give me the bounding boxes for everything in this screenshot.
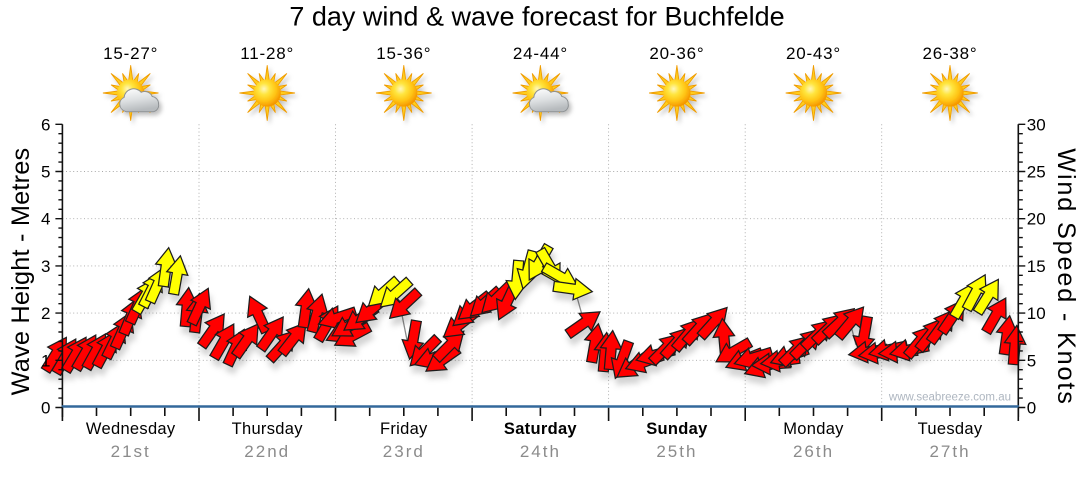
svg-text:Saturday: Saturday	[504, 420, 578, 438]
svg-text:24th: 24th	[520, 442, 561, 461]
svg-text:15: 15	[1027, 257, 1046, 276]
svg-text:26-38°: 26-38°	[922, 44, 977, 63]
svg-text:20-36°: 20-36°	[649, 44, 704, 63]
svg-text:5: 5	[41, 163, 50, 182]
svg-text:24-44°: 24-44°	[513, 44, 568, 63]
svg-text:Wave Height - Metres: Wave Height - Metres	[7, 148, 35, 396]
svg-text:10: 10	[1027, 304, 1046, 323]
svg-text:5: 5	[1027, 351, 1036, 370]
svg-text:Thursday: Thursday	[232, 420, 304, 438]
svg-text:27th: 27th	[929, 442, 970, 461]
svg-text:6: 6	[41, 115, 50, 134]
svg-text:Monday: Monday	[783, 420, 844, 438]
svg-text:Tuesday: Tuesday	[918, 420, 983, 438]
svg-text:2: 2	[41, 304, 50, 323]
svg-text:Friday: Friday	[380, 420, 428, 438]
svg-text:20-43°: 20-43°	[786, 44, 841, 63]
svg-text:23rd: 23rd	[383, 442, 425, 461]
svg-text:7 day wind & wave forecast for: 7 day wind & wave forecast for Buchfelde	[289, 2, 784, 32]
svg-text:26th: 26th	[793, 442, 834, 461]
svg-text:15-27°: 15-27°	[103, 44, 158, 63]
svg-text:www.seabreeze.com.au: www.seabreeze.com.au	[888, 392, 1011, 404]
svg-text:0: 0	[1027, 399, 1036, 418]
svg-text:30: 30	[1027, 115, 1046, 134]
svg-text:25: 25	[1027, 163, 1046, 182]
svg-text:Sunday: Sunday	[646, 420, 708, 438]
svg-text:Wednesday: Wednesday	[86, 420, 176, 438]
svg-text:Wind Speed - Knots: Wind Speed - Knots	[1052, 148, 1080, 405]
svg-text:21st: 21st	[111, 442, 151, 461]
svg-text:25th: 25th	[656, 442, 697, 461]
svg-text:4: 4	[41, 210, 50, 229]
svg-text:1: 1	[41, 351, 50, 370]
svg-text:11-28°: 11-28°	[240, 44, 294, 63]
svg-text:0: 0	[41, 399, 50, 418]
svg-text:15-36°: 15-36°	[376, 44, 431, 63]
svg-text:3: 3	[41, 257, 50, 276]
svg-text:20: 20	[1027, 210, 1046, 229]
svg-text:22nd: 22nd	[244, 442, 290, 461]
